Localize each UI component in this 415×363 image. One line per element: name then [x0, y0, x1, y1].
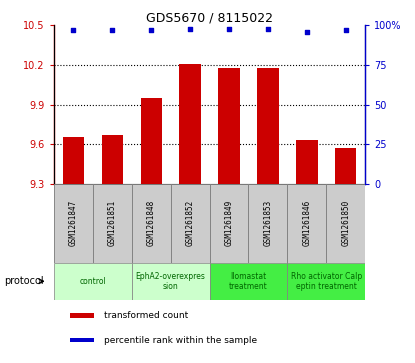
Bar	[287, 184, 326, 263]
Text: GSM1261853: GSM1261853	[264, 200, 272, 246]
Bar	[218, 68, 240, 184]
Text: GSM1261852: GSM1261852	[186, 200, 195, 246]
Bar	[179, 64, 201, 184]
Point	[109, 27, 116, 33]
Bar	[93, 184, 132, 263]
Text: GSM1261851: GSM1261851	[108, 200, 117, 246]
Text: percentile rank within the sample: percentile rank within the sample	[104, 336, 257, 344]
Bar	[141, 98, 162, 184]
Bar	[326, 184, 365, 263]
Text: protocol: protocol	[4, 276, 44, 286]
Point	[187, 26, 193, 32]
Bar	[335, 148, 356, 184]
Text: EphA2-overexpres
sion: EphA2-overexpres sion	[136, 272, 205, 291]
Text: GSM1261849: GSM1261849	[225, 200, 234, 246]
Text: Rho activator Calp
eptin treatment: Rho activator Calp eptin treatment	[290, 272, 362, 291]
Bar	[257, 68, 278, 184]
Title: GDS5670 / 8115022: GDS5670 / 8115022	[146, 11, 273, 24]
Text: control: control	[80, 277, 106, 286]
Bar	[249, 184, 287, 263]
Text: GSM1261846: GSM1261846	[303, 200, 311, 246]
Bar	[54, 184, 93, 263]
Bar	[70, 338, 95, 342]
Point	[70, 27, 77, 33]
Text: Ilomastat
treatment: Ilomastat treatment	[229, 272, 268, 291]
Point	[303, 29, 310, 34]
Bar	[132, 263, 210, 300]
Bar	[171, 184, 210, 263]
Bar	[210, 184, 249, 263]
Text: GSM1261848: GSM1261848	[147, 200, 156, 246]
Bar	[70, 313, 95, 318]
Bar	[287, 263, 365, 300]
Point	[342, 27, 349, 33]
Text: GSM1261847: GSM1261847	[69, 200, 78, 246]
Point	[226, 26, 232, 32]
Bar	[102, 135, 123, 184]
Text: transformed count: transformed count	[104, 311, 188, 320]
Bar	[54, 263, 132, 300]
Bar	[210, 263, 287, 300]
Bar	[296, 140, 317, 184]
Bar	[132, 184, 171, 263]
Point	[148, 27, 154, 33]
Text: GSM1261850: GSM1261850	[341, 200, 350, 246]
Point	[265, 26, 271, 32]
Bar	[63, 138, 84, 184]
